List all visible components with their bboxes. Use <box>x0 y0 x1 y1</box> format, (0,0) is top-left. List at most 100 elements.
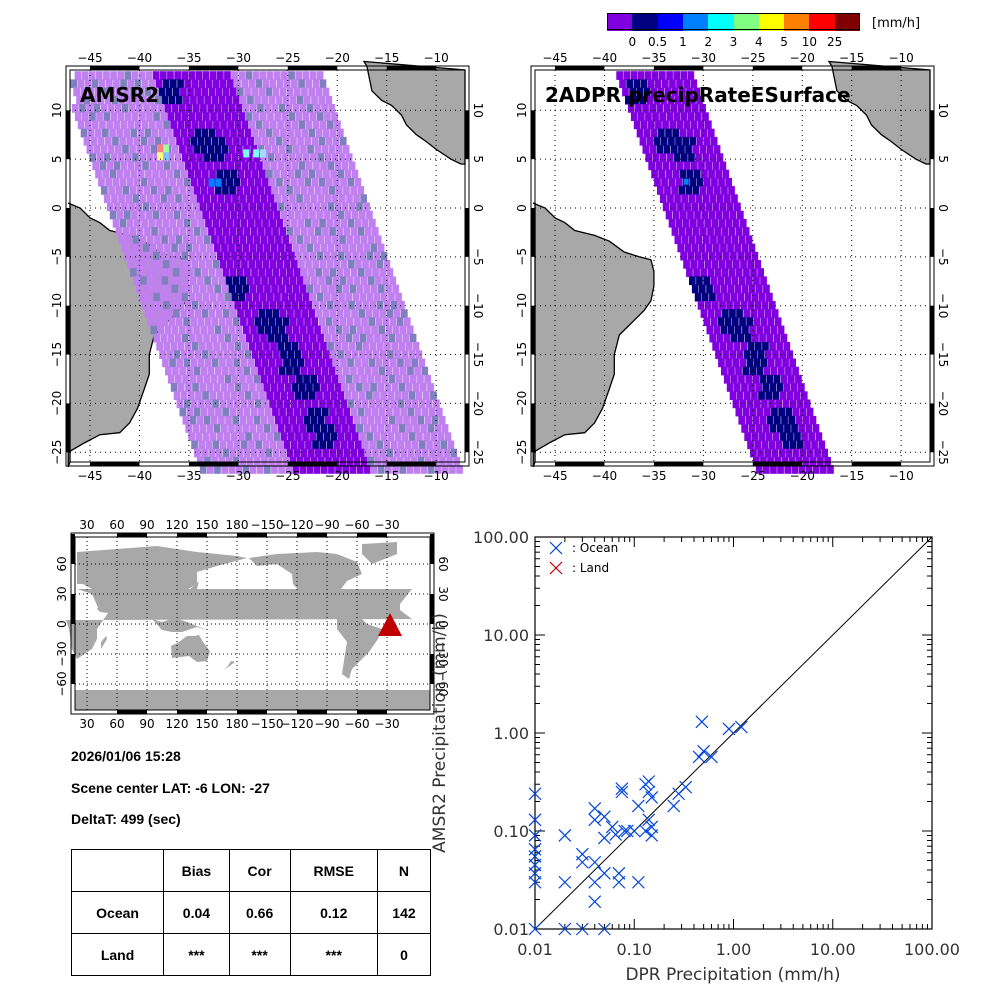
swath-pixel <box>670 202 677 212</box>
swath-pixel <box>312 218 319 228</box>
swath-pixel <box>743 309 751 318</box>
swath-pixel <box>739 358 747 368</box>
data-point-ocean <box>528 829 542 842</box>
swath-pixel <box>257 407 265 417</box>
swath-pixel <box>297 136 304 146</box>
swath-pixel <box>242 383 249 392</box>
swath-pixel <box>292 104 300 113</box>
swath-pixel <box>217 71 224 80</box>
swath-pixel <box>201 309 209 318</box>
lon-tick-label-top: −10 <box>423 51 448 65</box>
swath-pixel <box>97 95 105 105</box>
swath-pixel <box>195 391 202 400</box>
swath-pixel <box>327 383 335 392</box>
swath-pixel <box>802 415 810 425</box>
swath-pixel <box>420 465 428 474</box>
swath-pixel <box>388 333 396 343</box>
swath-pixel <box>320 383 328 392</box>
swath-pixel <box>318 358 326 368</box>
japan-land <box>187 581 199 593</box>
swath-pixel <box>302 333 310 343</box>
swath-pixel <box>708 251 716 261</box>
swath-pixel <box>308 350 316 359</box>
swath-pixel <box>659 71 666 80</box>
africa-land <box>362 60 466 165</box>
data-point-ocean <box>528 813 542 827</box>
swath-pixel <box>676 120 684 130</box>
swath-pixel <box>774 317 782 327</box>
swath-pixel <box>228 104 236 113</box>
row-label: Ocean <box>70 891 165 934</box>
swath-pixel <box>200 325 207 335</box>
swath-pixel <box>363 243 371 253</box>
swath-pixel <box>186 325 193 335</box>
swath-pixel <box>268 456 275 466</box>
swath-pixel <box>304 95 311 105</box>
swath-pixel <box>110 112 118 121</box>
swath-pixel <box>756 284 763 294</box>
swath-pixel <box>133 95 140 105</box>
swath-pixel <box>412 383 420 392</box>
lon-tick-label-bottom: −90 <box>314 717 339 731</box>
swath-pixel <box>310 235 318 245</box>
marker-stroke <box>642 775 656 788</box>
swath-pixel <box>651 71 659 80</box>
swath-pixel <box>316 169 323 179</box>
swath-pixel <box>746 276 753 286</box>
swath-pixel <box>161 276 169 286</box>
swath-pixel <box>727 284 735 294</box>
swath-pixel <box>720 325 728 335</box>
swath-pixel <box>256 383 263 392</box>
swath-pixel <box>268 95 276 105</box>
swath-pixel <box>281 333 289 343</box>
swath-pixel <box>356 424 363 433</box>
swath-pixel <box>329 407 336 417</box>
border-bar <box>930 305 934 355</box>
swath-pixel <box>270 243 278 253</box>
swath-pixel <box>183 95 190 105</box>
swath-pixel <box>232 415 239 425</box>
table-row: Land *** *** *** 0 <box>70 933 432 976</box>
swath-pixel <box>289 276 297 286</box>
swath-pixel <box>391 383 399 392</box>
swath-pixel <box>784 465 792 474</box>
legend-land-marker-icon <box>549 561 563 575</box>
swath-pixel <box>196 153 203 162</box>
swath-pixel <box>707 268 715 277</box>
swath-pixel <box>86 104 93 113</box>
swath-pixel <box>120 120 128 130</box>
border-bar <box>752 66 803 70</box>
swath-pixel <box>243 227 251 236</box>
swath-pixel <box>748 284 756 294</box>
swath-pixel <box>757 268 764 277</box>
swath-pixel <box>319 218 326 228</box>
swath-pixel <box>714 309 722 318</box>
swath-pixel <box>196 374 204 384</box>
swath-pixel <box>705 202 713 212</box>
swath-pixel <box>395 333 403 343</box>
swath-pixel <box>363 202 370 212</box>
swath-pixel <box>222 87 230 97</box>
swath-pixel <box>193 186 201 195</box>
swath-pixel <box>97 136 105 146</box>
swath-pixel <box>221 104 229 113</box>
swath-pixel <box>309 112 317 121</box>
swath-pixel <box>235 202 242 212</box>
heavy-rain-pixel <box>243 149 250 158</box>
border-bar <box>555 462 605 466</box>
swath-pixel <box>404 440 412 450</box>
swath-pixel <box>726 383 734 392</box>
swath-pixel <box>251 128 259 138</box>
swath-pixel <box>677 202 684 212</box>
swath-pixel <box>380 391 387 400</box>
swath-pixel <box>218 415 225 425</box>
swath-pixel <box>349 424 356 433</box>
swath-pixel <box>316 210 323 220</box>
data-point-ocean <box>588 855 602 869</box>
swath-pixel <box>760 456 767 466</box>
swath-pixel <box>743 268 750 277</box>
swath-pixel <box>238 251 245 261</box>
swath-pixel <box>303 194 310 203</box>
swath-pixel <box>662 120 669 130</box>
swath-pixel <box>652 112 659 121</box>
